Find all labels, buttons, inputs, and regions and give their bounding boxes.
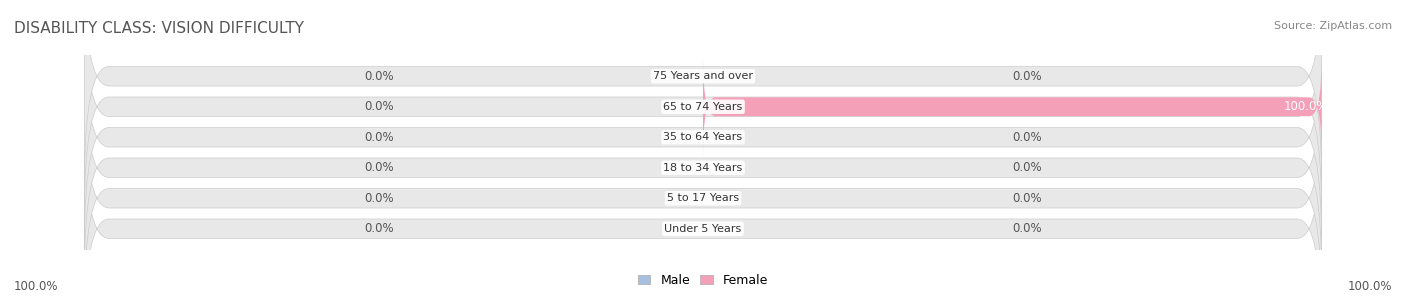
Text: 100.0%: 100.0%	[14, 280, 59, 293]
Text: 0.0%: 0.0%	[364, 192, 394, 205]
Text: 35 to 64 Years: 35 to 64 Years	[664, 132, 742, 142]
Text: DISABILITY CLASS: VISION DIFFICULTY: DISABILITY CLASS: VISION DIFFICULTY	[14, 21, 304, 36]
Text: 0.0%: 0.0%	[364, 161, 394, 174]
Text: 0.0%: 0.0%	[1012, 70, 1042, 83]
FancyBboxPatch shape	[84, 86, 1322, 305]
Text: 65 to 74 Years: 65 to 74 Years	[664, 102, 742, 112]
Text: 0.0%: 0.0%	[1012, 161, 1042, 174]
Text: 0.0%: 0.0%	[364, 70, 394, 83]
Text: 0.0%: 0.0%	[364, 222, 394, 235]
Legend: Male, Female: Male, Female	[638, 274, 768, 287]
FancyBboxPatch shape	[84, 25, 1322, 249]
Text: 18 to 34 Years: 18 to 34 Years	[664, 163, 742, 173]
Text: 100.0%: 100.0%	[1284, 100, 1327, 113]
FancyBboxPatch shape	[703, 55, 1322, 158]
Text: 0.0%: 0.0%	[1012, 131, 1042, 144]
Text: 0.0%: 0.0%	[364, 131, 394, 144]
FancyBboxPatch shape	[84, 0, 1322, 219]
Text: 100.0%: 100.0%	[1347, 280, 1392, 293]
Text: 0.0%: 0.0%	[1012, 222, 1042, 235]
Text: 75 Years and over: 75 Years and over	[652, 71, 754, 81]
Text: Under 5 Years: Under 5 Years	[665, 224, 741, 234]
Text: 0.0%: 0.0%	[1012, 192, 1042, 205]
FancyBboxPatch shape	[84, 117, 1322, 305]
FancyBboxPatch shape	[84, 56, 1322, 280]
FancyBboxPatch shape	[84, 0, 1322, 188]
Text: 5 to 17 Years: 5 to 17 Years	[666, 193, 740, 203]
Text: 0.0%: 0.0%	[364, 100, 394, 113]
Text: Source: ZipAtlas.com: Source: ZipAtlas.com	[1274, 21, 1392, 31]
